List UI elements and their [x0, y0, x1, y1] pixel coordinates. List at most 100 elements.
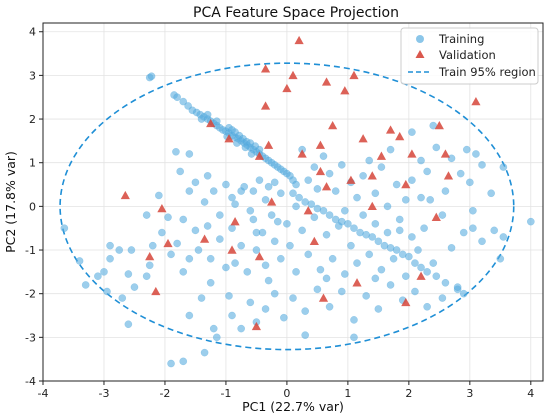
training-point — [478, 237, 486, 246]
training-point — [459, 289, 468, 298]
validation-point — [401, 179, 411, 189]
training-point — [392, 246, 401, 254]
validation-point — [416, 271, 426, 280]
training-point — [371, 189, 380, 198]
training-point — [340, 270, 349, 278]
training-point — [374, 237, 383, 246]
training-point — [167, 359, 175, 368]
training-point — [233, 139, 241, 147]
training-point — [142, 211, 151, 219]
validation-point — [318, 293, 329, 302]
training-point — [197, 294, 206, 302]
training-point — [124, 270, 133, 278]
x-tick-label: 1 — [344, 387, 351, 400]
training-point — [252, 228, 261, 237]
training-point — [322, 230, 331, 239]
training-point — [441, 187, 450, 195]
training-point — [313, 285, 322, 294]
training-point — [237, 241, 246, 250]
training-point — [307, 200, 316, 209]
data-points — [60, 35, 535, 368]
validation-point — [294, 35, 304, 45]
training-point — [280, 313, 288, 322]
training-point — [124, 320, 133, 329]
training-point — [334, 222, 343, 230]
training-point — [206, 278, 215, 287]
training-point — [273, 217, 282, 226]
training-point — [270, 237, 279, 246]
training-point — [465, 178, 474, 187]
training-point — [222, 263, 230, 272]
training-point — [206, 254, 215, 263]
training-point — [371, 219, 380, 228]
training-point — [395, 215, 404, 224]
training-point — [283, 219, 291, 228]
training-point — [353, 259, 361, 267]
x-tick-label: 4 — [527, 387, 534, 400]
validation-point — [309, 236, 319, 245]
training-point — [261, 305, 270, 313]
validation-point — [471, 96, 481, 106]
y-tick-label: 3 — [29, 69, 36, 82]
training-point — [191, 226, 200, 235]
training-point — [386, 281, 395, 289]
training-point — [319, 152, 328, 161]
training-point — [386, 145, 395, 154]
validation-point — [264, 140, 274, 149]
training-point — [304, 250, 313, 259]
training-point — [106, 241, 114, 250]
training-point — [215, 211, 224, 219]
validation-point — [267, 197, 277, 206]
training-point — [241, 143, 250, 152]
training-point — [130, 283, 139, 291]
training-point — [325, 302, 334, 311]
validation-point — [431, 212, 441, 221]
y-tick-label: -4 — [25, 375, 36, 388]
validation-point — [157, 203, 167, 213]
training-point — [405, 252, 413, 261]
training-point — [286, 241, 294, 250]
training-point — [249, 215, 258, 224]
validation-point — [254, 151, 265, 160]
validation-point — [346, 175, 356, 184]
training-point — [179, 357, 188, 366]
training-point — [328, 254, 337, 263]
training-point — [499, 163, 508, 171]
training-point — [365, 156, 374, 165]
training-point — [417, 263, 425, 272]
legend-validation-label: Validation — [439, 48, 496, 62]
training-point — [337, 161, 346, 169]
training-point — [185, 311, 194, 320]
training-point — [325, 169, 334, 178]
validation-point — [440, 149, 451, 158]
legend-region-label: Train 95% region — [438, 65, 536, 79]
training-point — [276, 254, 285, 263]
training-point — [487, 189, 496, 198]
training-point — [408, 233, 416, 241]
training-point — [261, 261, 270, 270]
training-point — [325, 211, 334, 219]
training-point — [103, 287, 111, 296]
legend-validation-marker — [415, 50, 425, 58]
train-95-region-ellipse — [59, 62, 515, 351]
training-point — [212, 333, 221, 342]
training-point — [167, 250, 175, 259]
training-point — [408, 176, 416, 185]
training-point — [304, 176, 313, 185]
training-point — [60, 224, 69, 233]
training-point — [322, 274, 331, 283]
training-point — [203, 110, 212, 119]
legend: Training Validation Train 95% region — [400, 27, 539, 85]
validation-point — [328, 120, 338, 130]
validation-point — [230, 217, 240, 226]
x-tick-label: 2 — [405, 387, 412, 400]
validation-point — [224, 134, 234, 143]
training-point — [209, 324, 218, 333]
training-point — [267, 211, 276, 219]
validation-point — [282, 83, 292, 93]
training-point — [228, 311, 236, 320]
training-point — [453, 283, 462, 291]
training-point — [173, 239, 181, 248]
validation-point — [288, 70, 298, 80]
